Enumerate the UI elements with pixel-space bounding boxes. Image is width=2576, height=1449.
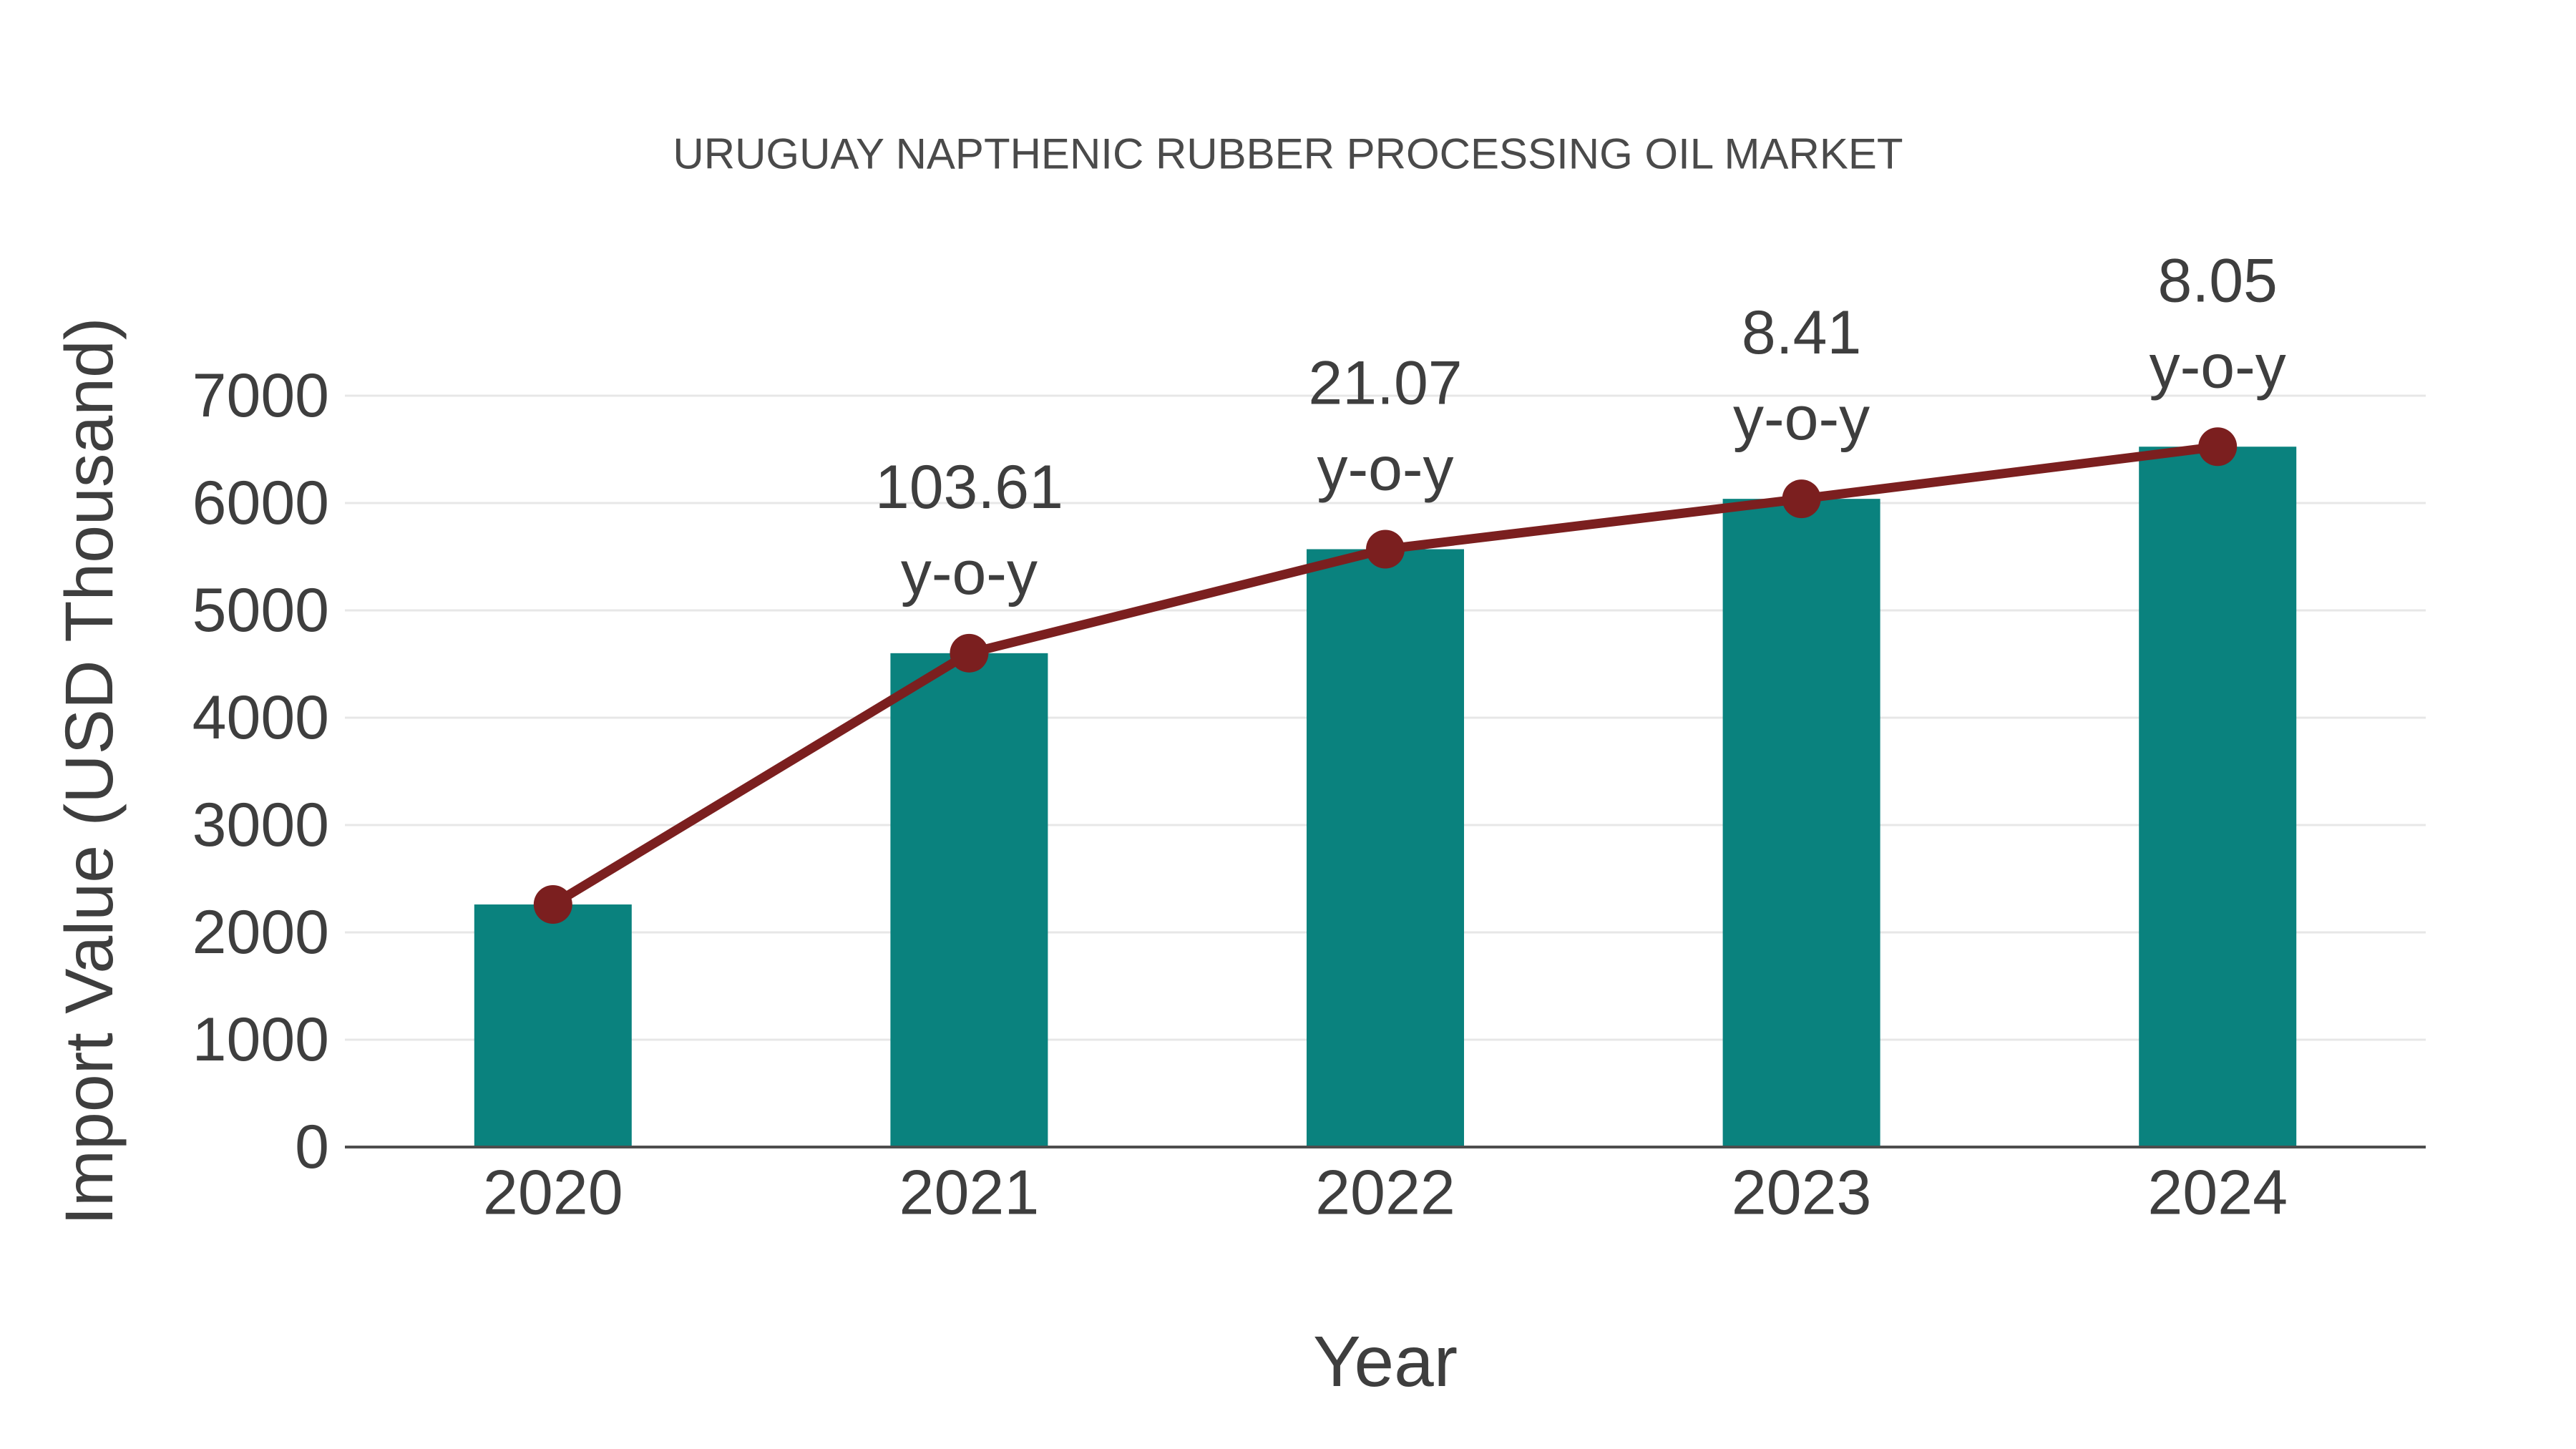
x-tick-label-2022: 2022 (1315, 1157, 1455, 1228)
x-tick-label-2023: 2023 (1732, 1157, 1872, 1228)
x-tick-label-2021: 2021 (899, 1157, 1040, 1228)
trend-marker-2022 (1366, 530, 1405, 569)
x-axis-title: Year (1313, 1322, 1458, 1402)
annotation-2023-unit: y-o-y (1733, 384, 1870, 453)
bar-series (474, 447, 2297, 1147)
x-tick-label-2024: 2024 (2147, 1157, 2288, 1228)
trend-marker-2024 (2198, 427, 2238, 467)
chart-title: URUGUAY NAPTHENIC RUBBER PROCESSING OIL … (673, 130, 1903, 178)
annotation-2023-value: 8.41 (1742, 298, 1861, 367)
y-tick-label-3000: 3000 (192, 791, 329, 859)
y-tick-label-6000: 6000 (192, 469, 329, 537)
annotation-2021-value: 103.61 (875, 453, 1063, 522)
trend-marker-2021 (950, 633, 989, 673)
bar-2024 (2139, 447, 2297, 1147)
bar-2023 (1722, 499, 1880, 1147)
annotation-2024-unit: y-o-y (2150, 332, 2286, 401)
trend-marker-2023 (1782, 479, 1821, 519)
annotation-2022-value: 21.07 (1308, 349, 1462, 418)
y-tick-label-7000: 7000 (192, 361, 329, 430)
bar-2020 (474, 904, 632, 1147)
annotation-2024-value: 8.05 (2158, 246, 2278, 315)
y-tick-label-0: 0 (295, 1113, 329, 1181)
y-tick-label-4000: 4000 (192, 683, 329, 752)
annotation-2021-unit: y-o-y (901, 539, 1038, 608)
y-tick-label-1000: 1000 (192, 1005, 329, 1074)
annotation-2022-unit: y-o-y (1317, 435, 1453, 504)
y-tick-label-2000: 2000 (192, 898, 329, 967)
y-axis-tick-labels: 0 1000 2000 3000 4000 5000 6000 7000 (192, 361, 329, 1181)
trend-marker-2020 (533, 885, 572, 924)
yoy-annotations: 103.61 y-o-y 21.07 y-o-y 8.41 y-o-y 8.05 y-o-y (875, 246, 2286, 608)
x-tick-label-2020: 2020 (483, 1157, 623, 1228)
bar-2021 (890, 653, 1048, 1147)
line-series (533, 427, 2238, 924)
y-axis-title: Import Value (USD Thousand) (52, 317, 127, 1225)
bar-2022 (1307, 549, 1464, 1147)
y-tick-label-5000: 5000 (192, 576, 329, 645)
x-axis-tick-labels: 2020 2021 2022 2023 2024 (483, 1157, 2288, 1228)
